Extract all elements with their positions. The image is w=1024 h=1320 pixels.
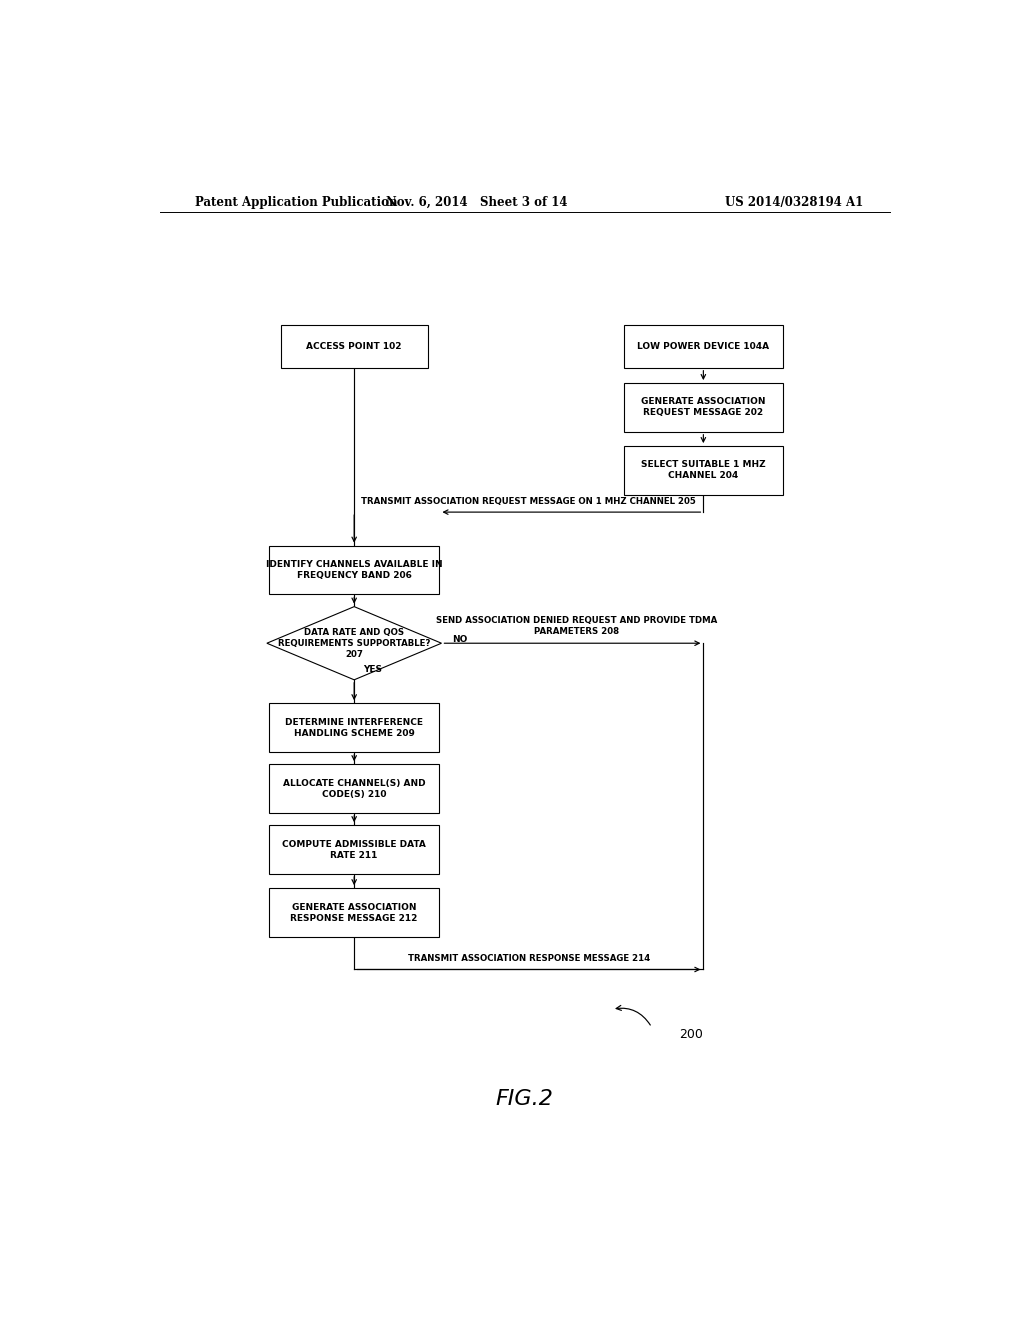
Text: TRANSMIT ASSOCIATION RESPONSE MESSAGE 214: TRANSMIT ASSOCIATION RESPONSE MESSAGE 21…: [408, 954, 650, 964]
FancyBboxPatch shape: [281, 325, 428, 368]
FancyBboxPatch shape: [624, 446, 782, 495]
Text: COMPUTE ADMISSIBLE DATA
RATE 211: COMPUTE ADMISSIBLE DATA RATE 211: [283, 840, 426, 859]
Text: SEND ASSOCIATION DENIED REQUEST AND PROVIDE TDMA
PARAMETERS 208: SEND ASSOCIATION DENIED REQUEST AND PROV…: [436, 616, 717, 636]
FancyBboxPatch shape: [269, 704, 439, 752]
Text: NO: NO: [452, 635, 467, 644]
FancyBboxPatch shape: [269, 764, 439, 813]
FancyBboxPatch shape: [269, 545, 439, 594]
Text: ACCESS POINT 102: ACCESS POINT 102: [306, 342, 402, 351]
FancyBboxPatch shape: [624, 325, 782, 368]
Text: SELECT SUITABLE 1 MHZ
CHANNEL 204: SELECT SUITABLE 1 MHZ CHANNEL 204: [641, 461, 766, 480]
Text: IDENTIFY CHANNELS AVAILABLE IN
FREQUENCY BAND 206: IDENTIFY CHANNELS AVAILABLE IN FREQUENCY…: [266, 560, 442, 579]
Text: DETERMINE INTERFERENCE
HANDLING SCHEME 209: DETERMINE INTERFERENCE HANDLING SCHEME 2…: [285, 718, 423, 738]
FancyBboxPatch shape: [624, 383, 782, 432]
Text: LOW POWER DEVICE 104A: LOW POWER DEVICE 104A: [637, 342, 769, 351]
Text: DATA RATE AND QOS
REQUIREMENTS SUPPORTABLE?
207: DATA RATE AND QOS REQUIREMENTS SUPPORTAB…: [278, 627, 430, 659]
Text: US 2014/0328194 A1: US 2014/0328194 A1: [725, 195, 864, 209]
Text: TRANSMIT ASSOCIATION REQUEST MESSAGE ON 1 MHZ CHANNEL 205: TRANSMIT ASSOCIATION REQUEST MESSAGE ON …: [361, 498, 696, 506]
Text: FIG.2: FIG.2: [496, 1089, 554, 1109]
Text: YES: YES: [362, 665, 382, 675]
FancyBboxPatch shape: [269, 825, 439, 874]
Text: GENERATE ASSOCIATION
RESPONSE MESSAGE 212: GENERATE ASSOCIATION RESPONSE MESSAGE 21…: [291, 903, 418, 923]
Text: ALLOCATE CHANNEL(S) AND
CODE(S) 210: ALLOCATE CHANNEL(S) AND CODE(S) 210: [283, 779, 426, 799]
Text: GENERATE ASSOCIATION
REQUEST MESSAGE 202: GENERATE ASSOCIATION REQUEST MESSAGE 202: [641, 397, 766, 417]
Text: Patent Application Publication: Patent Application Publication: [196, 195, 398, 209]
Text: 200: 200: [680, 1028, 703, 1041]
FancyBboxPatch shape: [269, 888, 439, 937]
Text: Nov. 6, 2014   Sheet 3 of 14: Nov. 6, 2014 Sheet 3 of 14: [386, 195, 568, 209]
Polygon shape: [267, 607, 441, 680]
